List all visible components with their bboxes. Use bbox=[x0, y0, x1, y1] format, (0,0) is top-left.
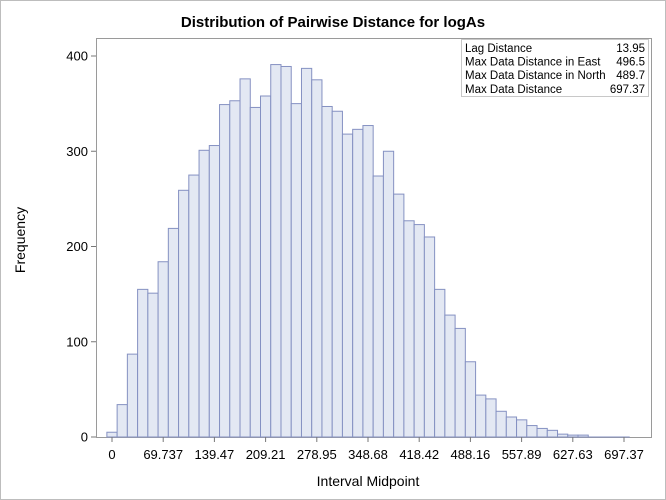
histogram-bar bbox=[454, 327, 466, 438]
bars bbox=[106, 64, 630, 438]
histogram-bar bbox=[198, 149, 210, 438]
x-axis-label: Interval Midpoint bbox=[317, 473, 420, 489]
histogram-bar bbox=[249, 106, 262, 438]
histogram-bar bbox=[147, 292, 159, 438]
inset-table: Lag Distance 13.95 Max Data Distance in … bbox=[461, 39, 649, 97]
inset-row-label: Lag Distance bbox=[465, 43, 532, 55]
histogram-bar bbox=[106, 431, 118, 438]
y-axis-label: Frequency bbox=[12, 207, 28, 273]
x-tick-label: 418.42 bbox=[399, 447, 439, 462]
x-tick-label: 278.95 bbox=[297, 447, 337, 462]
histogram-bar bbox=[229, 100, 241, 438]
histogram-bar bbox=[208, 145, 221, 438]
y-tick-label: 400 bbox=[66, 49, 88, 64]
y-tick-label: 0 bbox=[81, 430, 88, 445]
histogram-bar bbox=[352, 128, 364, 438]
inset-row-label: Max Data Distance in North bbox=[465, 70, 606, 82]
inset-row-value: 697.37 bbox=[610, 84, 645, 96]
histogram-bar bbox=[475, 394, 487, 438]
histogram-bar bbox=[362, 125, 374, 438]
histogram-bar bbox=[239, 78, 251, 438]
histogram-bar bbox=[434, 288, 446, 438]
x-tick-label: 69.737 bbox=[143, 447, 183, 462]
x-tick-label: 627.63 bbox=[553, 447, 593, 462]
y-axis: 0 100 200 300 400 bbox=[66, 49, 96, 445]
histogram-bar bbox=[536, 427, 548, 438]
histogram-bar bbox=[464, 361, 477, 438]
x-axis: 0 69.737 139.47 209.21 278.95 348.68 418.42 488… bbox=[108, 437, 644, 462]
histogram-bar bbox=[393, 193, 405, 438]
histogram-bar bbox=[413, 224, 425, 438]
histogram-bar bbox=[505, 416, 518, 438]
histogram-bar bbox=[331, 110, 343, 438]
x-tick-label: 139.47 bbox=[195, 447, 235, 462]
x-tick-label: 348.68 bbox=[348, 447, 388, 462]
histogram-bar bbox=[260, 95, 272, 438]
x-tick-label: 209.21 bbox=[246, 447, 286, 462]
y-tick-label: 100 bbox=[66, 334, 88, 349]
histogram-bar bbox=[137, 288, 149, 438]
histogram-bar bbox=[280, 65, 292, 438]
histogram-bar bbox=[188, 174, 200, 438]
histogram-bar bbox=[321, 105, 333, 438]
histogram-bar bbox=[270, 64, 282, 438]
histogram-bar bbox=[311, 79, 323, 438]
x-tick-label: 0 bbox=[108, 447, 115, 462]
histogram-bar bbox=[444, 314, 456, 438]
chart-title: Distribution of Pairwise Distance for lo… bbox=[181, 14, 485, 31]
inset-row-value: 13.95 bbox=[616, 43, 645, 55]
histogram-bar bbox=[423, 236, 436, 438]
histogram-bar bbox=[219, 104, 231, 438]
x-tick-label: 488.16 bbox=[451, 447, 491, 462]
histogram-bar bbox=[290, 103, 302, 438]
inset-row-value: 496.5 bbox=[616, 57, 645, 69]
histogram-bar bbox=[526, 425, 538, 438]
histogram-bar bbox=[403, 220, 415, 438]
histogram-bar bbox=[167, 227, 180, 438]
x-tick-label: 697.37 bbox=[604, 447, 644, 462]
histogram-bar bbox=[546, 429, 559, 438]
histogram-bar bbox=[341, 133, 354, 438]
histogram-bar bbox=[372, 175, 384, 438]
histogram-bar bbox=[300, 67, 313, 438]
histogram-bar bbox=[178, 189, 190, 438]
inset-table-box bbox=[461, 39, 649, 97]
histogram-bar bbox=[157, 261, 169, 438]
histogram-bar bbox=[557, 433, 569, 438]
histogram-bar bbox=[577, 434, 589, 438]
y-tick-label: 300 bbox=[66, 144, 88, 159]
histogram-bar bbox=[567, 434, 579, 438]
histogram-bar bbox=[516, 419, 528, 438]
histogram-bar bbox=[116, 404, 128, 438]
inset-row-label: Max Data Distance in East bbox=[465, 57, 601, 69]
inset-row-label: Max Data Distance bbox=[465, 84, 562, 96]
inset-row-value: 489.7 bbox=[616, 70, 645, 82]
histogram-bar bbox=[382, 150, 395, 438]
x-tick-label: 557.89 bbox=[502, 447, 542, 462]
histogram-bar bbox=[126, 353, 139, 438]
histogram-bar bbox=[495, 410, 507, 438]
histogram-bar bbox=[485, 398, 497, 438]
y-tick-label: 200 bbox=[66, 239, 88, 254]
